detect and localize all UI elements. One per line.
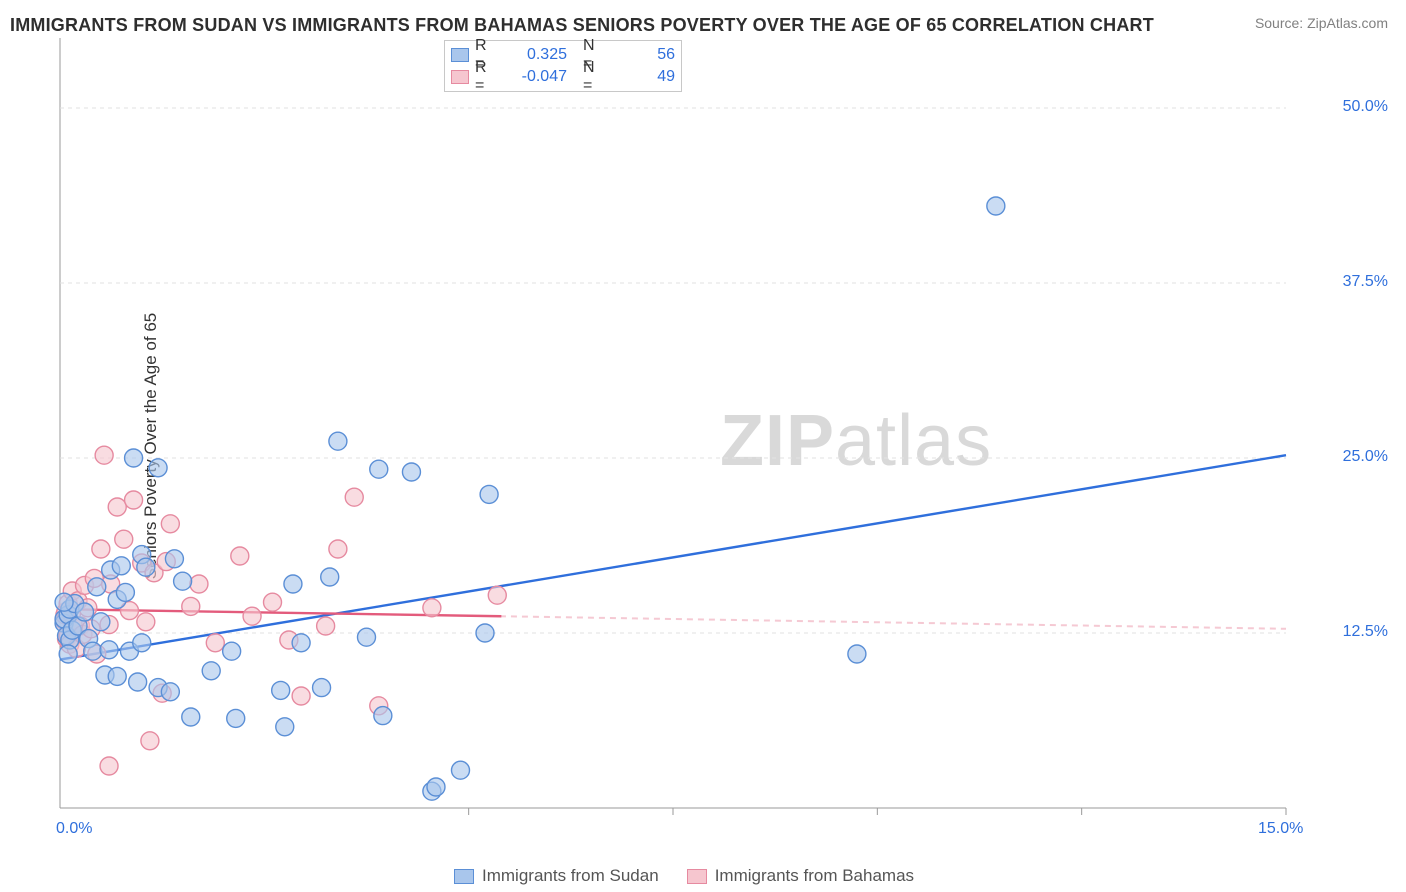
- legend-r-value-0: 0.325: [505, 46, 567, 64]
- source-label: Source: ZipAtlas.com: [1255, 15, 1388, 31]
- legend-r-value-1: -0.047: [505, 68, 567, 86]
- legend-series: Immigrants from Sudan Immigrants from Ba…: [454, 866, 914, 886]
- x-tick-label-max: 15.0%: [1258, 820, 1303, 838]
- legend-n-label: N =: [583, 59, 607, 95]
- plot-svg: [54, 38, 1344, 838]
- legend-item-1: Immigrants from Bahamas: [687, 866, 914, 886]
- legend-swatch-1: [687, 869, 707, 884]
- legend-label-0: Immigrants from Sudan: [482, 866, 659, 886]
- legend-correlation: R = 0.325 N = 56 R = -0.047 N = 49: [444, 40, 682, 92]
- y-tick-label: 37.5%: [1343, 273, 1388, 291]
- y-tick-label: 12.5%: [1343, 623, 1388, 641]
- legend-n-value-1: 49: [613, 68, 675, 86]
- legend-swatch-1: [451, 70, 469, 84]
- legend-row-1: R = -0.047 N = 49: [451, 66, 675, 88]
- legend-swatch-0: [454, 869, 474, 884]
- y-tick-label: 25.0%: [1343, 448, 1388, 466]
- legend-r-label: R =: [475, 59, 499, 95]
- legend-label-1: Immigrants from Bahamas: [715, 866, 914, 886]
- chart-title: IMMIGRANTS FROM SUDAN VS IMMIGRANTS FROM…: [10, 15, 1154, 36]
- x-tick-label-min: 0.0%: [56, 820, 92, 838]
- legend-n-value-0: 56: [613, 46, 675, 64]
- chart-container: IMMIGRANTS FROM SUDAN VS IMMIGRANTS FROM…: [0, 0, 1406, 892]
- y-tick-label: 50.0%: [1343, 98, 1388, 116]
- legend-item-0: Immigrants from Sudan: [454, 866, 659, 886]
- legend-swatch-0: [451, 48, 469, 62]
- plot-area: [54, 38, 1344, 838]
